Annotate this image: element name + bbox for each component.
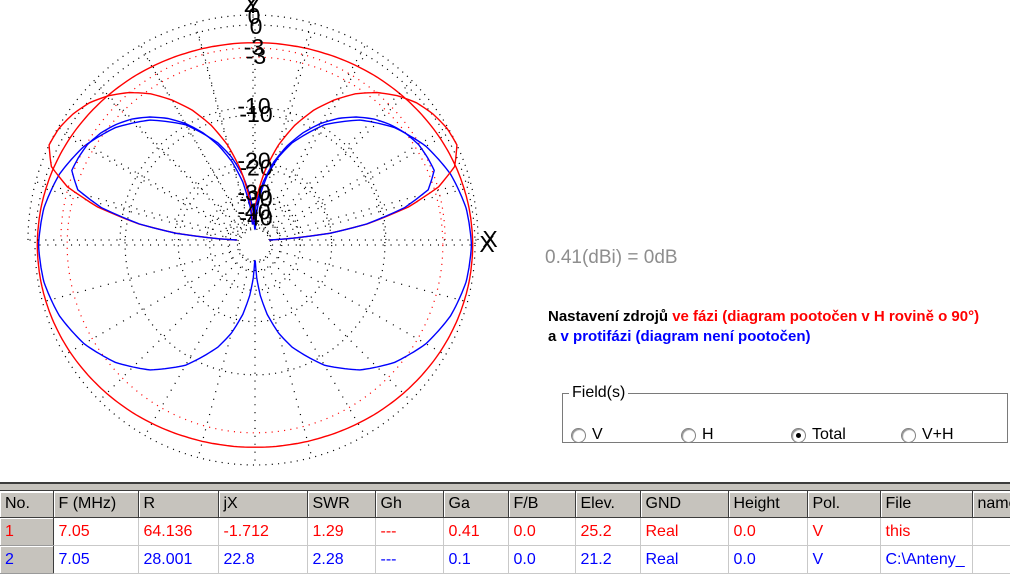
radio-selected-icon[interactable] xyxy=(791,427,806,443)
table-cell[interactable]: 0.0 xyxy=(728,517,808,546)
table-cell[interactable]: 0.41 xyxy=(443,517,509,546)
svg-text:Z: Z xyxy=(244,0,258,17)
table-top-strip xyxy=(0,482,1010,491)
column-header-name[interactable]: name xyxy=(972,491,1010,518)
table-row-2: 2 7.05 28.001 22.8 2.28 --- 0.1 0.0 21.2 Real 0.0 V… xyxy=(0,545,1010,574)
radio-total[interactable]: Total xyxy=(791,426,846,444)
table-cell[interactable]: 1 xyxy=(0,517,54,546)
svg-text:-3: -3 xyxy=(244,34,264,60)
sources-note-part: v protifázi (diagram není pootočen) xyxy=(560,328,811,345)
gain-reference-label: 0.41(dBi) = 0dB xyxy=(545,247,678,268)
sources-note-part: ve fázi (diagram pootočen v H rovině o 9… xyxy=(672,308,980,325)
table-cell[interactable]: V xyxy=(807,517,881,546)
table-cell[interactable]: 22.8 xyxy=(218,545,308,574)
svg-text:-3: -3 xyxy=(246,43,266,69)
table-cell[interactable]: 7.05 xyxy=(53,517,139,546)
radio-label: H xyxy=(702,426,714,443)
column-header-swr[interactable]: SWR xyxy=(307,491,376,518)
svg-text:-10: -10 xyxy=(239,101,272,127)
radio-icon[interactable] xyxy=(901,427,916,443)
table-cell[interactable] xyxy=(972,517,1010,546)
radio-vplush[interactable]: V+H xyxy=(901,426,954,444)
table-cell[interactable]: 1.29 xyxy=(307,517,376,546)
sources-note-part: Nastavení zdrojů xyxy=(548,308,673,325)
table-cell[interactable]: V xyxy=(807,545,881,574)
column-header-elev[interactable]: Elev. xyxy=(575,491,641,518)
svg-text:X: X xyxy=(482,226,497,252)
table-cell[interactable]: 0.0 xyxy=(508,517,576,546)
sources-note-line: Nastavení zdrojů ve fázi (diagram pootoč… xyxy=(548,307,1008,327)
table-cell[interactable]: 21.2 xyxy=(575,545,641,574)
radio-label: Total xyxy=(812,426,846,443)
table-cell[interactable]: 64.136 xyxy=(138,517,219,546)
svg-text:-20: -20 xyxy=(237,148,270,174)
column-header-r[interactable]: R xyxy=(138,491,219,518)
column-header-fmhz[interactable]: F (MHz) xyxy=(53,491,139,518)
radio-v[interactable]: V xyxy=(571,426,603,444)
table-cell[interactable]: --- xyxy=(375,517,444,546)
svg-text:0: 0 xyxy=(248,3,261,29)
radio-h[interactable]: H xyxy=(681,426,714,444)
column-header-ga[interactable]: Ga xyxy=(443,491,509,518)
radio-icon[interactable] xyxy=(571,427,586,443)
fields-groupbox: Field(s) V H Total V+H xyxy=(562,384,1008,443)
fields-group-title: Field(s) xyxy=(572,384,626,401)
table-cell[interactable]: this xyxy=(880,517,973,546)
table-cell[interactable]: 0.0 xyxy=(508,545,576,574)
table-cell[interactable]: 25.2 xyxy=(575,517,641,546)
radio-label: V xyxy=(592,426,603,443)
sources-note-part: a xyxy=(548,328,561,345)
series-0000ff xyxy=(71,116,435,241)
table-cell[interactable]: --- xyxy=(375,545,444,574)
series-0000ff xyxy=(37,119,473,371)
svg-text:-30: -30 xyxy=(237,180,270,206)
table-cell[interactable]: 7.05 xyxy=(53,545,139,574)
table-cell[interactable]: 2.28 xyxy=(307,545,376,574)
column-header-gh[interactable]: Gh xyxy=(375,491,444,518)
table-cell[interactable]: Real xyxy=(640,517,729,546)
elevation-polar-chart: 0 -3 -10 -20 -30-40 Z X xyxy=(27,0,498,252)
column-header-file[interactable]: File xyxy=(880,491,973,518)
table-cell[interactable] xyxy=(972,545,1010,574)
svg-text:-10: -10 xyxy=(237,93,270,119)
column-header-fb[interactable]: F/B xyxy=(508,491,576,518)
table-cell[interactable]: 2 xyxy=(0,545,54,574)
svg-text:X: X xyxy=(479,231,494,257)
table-cell[interactable]: 0.0 xyxy=(728,545,808,574)
svg-text:Y: Y xyxy=(245,0,260,18)
sources-note-line: a v protifázi (diagram není pootočen) xyxy=(548,327,1008,347)
svg-text:-40: -40 xyxy=(237,199,270,225)
sources-note: Nastavení zdrojů ve fázi (diagram pootoč… xyxy=(548,307,1008,347)
table-cell[interactable]: 0.1 xyxy=(443,545,509,574)
column-header-jx[interactable]: jX xyxy=(218,491,308,518)
table-cell[interactable]: Real xyxy=(640,545,729,574)
column-header-no[interactable]: No. xyxy=(0,491,54,518)
radio-dot xyxy=(796,432,801,438)
radio-label: V+H xyxy=(922,426,954,443)
column-header-gnd[interactable]: GND xyxy=(640,491,729,518)
column-header-height[interactable]: Height xyxy=(728,491,808,518)
table-cell[interactable]: 28.001 xyxy=(138,545,219,574)
table-cell[interactable]: C:\Anteny_ xyxy=(880,545,973,574)
column-header-pol[interactable]: Pol. xyxy=(807,491,881,518)
radio-icon[interactable] xyxy=(681,427,696,443)
table-cell[interactable]: -1.712 xyxy=(218,517,308,546)
series-ff0000 xyxy=(36,42,474,448)
table-row-1: 1 7.05 64.136 -1.712 1.29 --- 0.41 0.0 25.2 Real 0… xyxy=(0,517,1010,546)
